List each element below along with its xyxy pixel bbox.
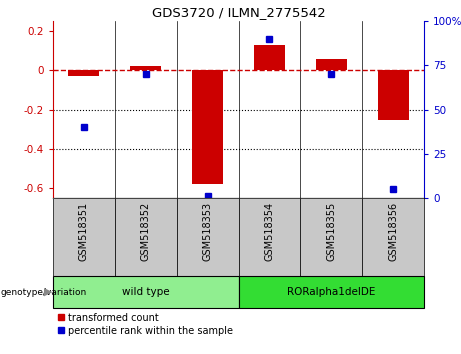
Bar — [254, 45, 285, 70]
Bar — [69, 70, 100, 76]
Text: genotype/variation: genotype/variation — [0, 287, 87, 297]
Bar — [115, 198, 177, 276]
Legend: transformed count, percentile rank within the sample: transformed count, percentile rank withi… — [58, 313, 233, 336]
Text: GSM518354: GSM518354 — [265, 202, 274, 261]
Bar — [301, 198, 362, 276]
Text: GSM518353: GSM518353 — [203, 202, 213, 261]
Bar — [316, 59, 347, 70]
Bar — [362, 198, 424, 276]
Text: GSM518355: GSM518355 — [326, 202, 337, 261]
Bar — [378, 70, 408, 120]
Bar — [177, 198, 239, 276]
Text: ▶: ▶ — [44, 287, 52, 297]
Bar — [53, 198, 115, 276]
Text: GSM518351: GSM518351 — [79, 202, 89, 261]
Bar — [130, 67, 161, 70]
Bar — [239, 276, 424, 308]
Text: GSM518356: GSM518356 — [388, 202, 398, 261]
Title: GDS3720 / ILMN_2775542: GDS3720 / ILMN_2775542 — [152, 6, 325, 19]
Bar — [53, 276, 239, 308]
Bar — [239, 198, 301, 276]
Text: GSM518352: GSM518352 — [141, 202, 151, 261]
Bar — [192, 70, 223, 184]
Text: RORalpha1delDE: RORalpha1delDE — [287, 287, 376, 297]
Text: wild type: wild type — [122, 287, 170, 297]
